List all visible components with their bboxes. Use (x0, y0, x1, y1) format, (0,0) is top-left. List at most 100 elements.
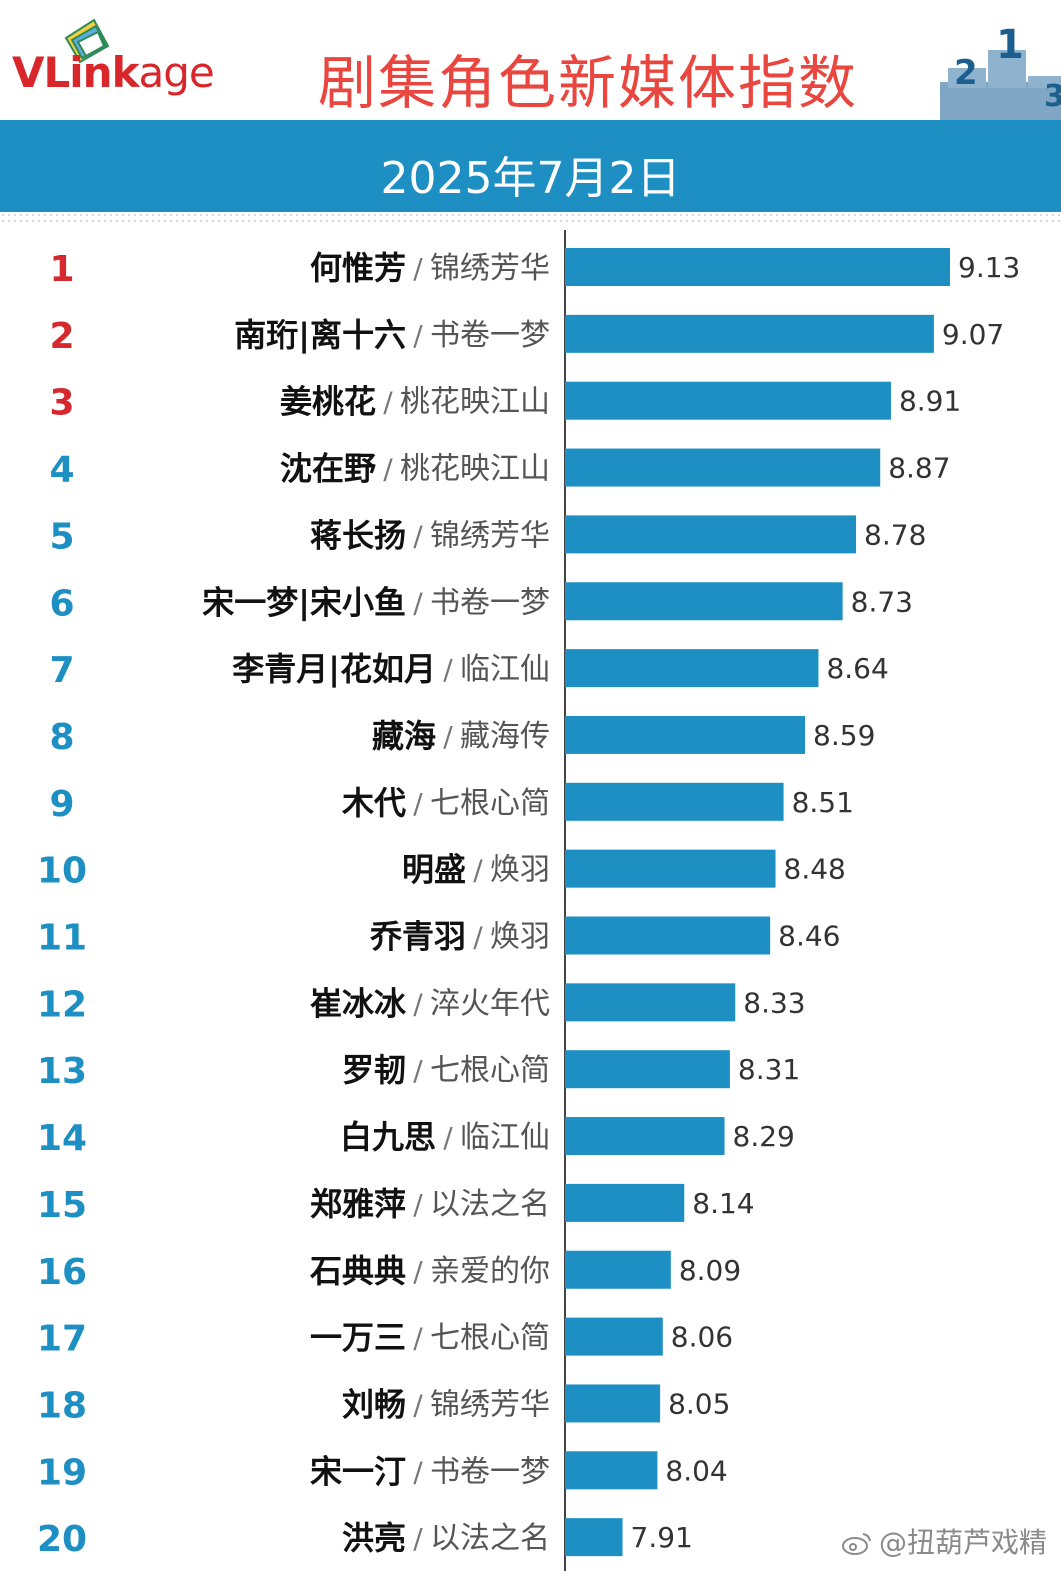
bar (565, 1117, 725, 1156)
show-label: 焕羽 (490, 853, 550, 888)
character-name: 蒋长扬 (310, 516, 406, 554)
show-label: 焕羽 (490, 920, 550, 955)
show-label: 锦绣芳华 (430, 518, 550, 553)
bar (565, 515, 857, 554)
show-label: 锦绣芳华 (430, 251, 550, 286)
character-name: 姜桃花 (280, 383, 376, 421)
ranking-chart: 1 锦绣芳华/何惟芳 9.132 书卷一梦/南珩|离十六 9.073 桃花映江山/姜桃花 8… (37, 230, 1020, 1571)
show-label: 七根心简 (430, 1053, 550, 1088)
character-name: 乔青羽 (370, 918, 466, 956)
show-label: 桃花映江山 (400, 452, 550, 487)
show-label: 七根心简 (430, 1321, 550, 1356)
show-label: 书卷一梦 (430, 318, 550, 353)
rank-label: 1 (49, 249, 74, 290)
rank-label: 16 (37, 1252, 87, 1293)
character-name: 木代 (341, 784, 406, 822)
separator: / (473, 854, 483, 887)
bar (565, 782, 784, 821)
separator: / (413, 987, 423, 1020)
weibo-icon (841, 1533, 871, 1555)
value-label: 8.31 (738, 1053, 800, 1086)
rank-label: 12 (37, 984, 87, 1025)
rank-label: 15 (37, 1185, 87, 1226)
separator: / (443, 1121, 453, 1154)
character-name: 刘畅 (342, 1385, 406, 1423)
rank-label: 3 (49, 383, 74, 424)
date-banner: 2025年7月2日 (0, 120, 1061, 212)
value-label: 8.09 (679, 1254, 741, 1287)
show-label: 锦绣芳华 (430, 1387, 550, 1422)
bar (565, 916, 771, 955)
rank-label: 19 (37, 1452, 87, 1493)
bar (565, 983, 736, 1022)
separator: / (413, 1522, 423, 1555)
separator: / (443, 653, 453, 686)
rank-label: 2 (49, 316, 74, 357)
bar (565, 849, 776, 888)
bar (565, 649, 819, 688)
value-label: 9.13 (958, 251, 1020, 284)
separator: / (413, 519, 423, 552)
character-name: 石典典 (309, 1252, 406, 1290)
rank-label: 18 (37, 1385, 87, 1426)
value-label: 8.51 (792, 786, 854, 819)
bar (565, 1050, 730, 1089)
bar (565, 381, 891, 420)
value-label: 8.05 (668, 1387, 730, 1420)
value-label: 8.04 (665, 1454, 727, 1487)
value-label: 8.06 (671, 1321, 733, 1354)
show-label: 临江仙 (460, 652, 550, 687)
value-label: 9.07 (942, 318, 1004, 351)
show-label: 藏海传 (460, 719, 550, 754)
show-label: 以法之名 (430, 1187, 550, 1222)
value-label: 8.78 (864, 518, 926, 551)
podium-icon: 2 1 3 (940, 22, 1061, 120)
separator: / (413, 319, 423, 352)
value-label: 8.48 (784, 853, 846, 886)
separator: / (413, 787, 423, 820)
rank-label: 5 (49, 516, 74, 557)
bar (565, 1250, 671, 1289)
show-label: 桃花映江山 (400, 385, 550, 420)
bar (565, 248, 950, 286)
character-name: 明盛 (402, 851, 466, 889)
rank-label: 6 (49, 583, 74, 624)
character-name: 崔冰冰 (310, 984, 407, 1022)
character-name: 藏海 (372, 717, 436, 755)
separator: / (473, 921, 483, 954)
separator: / (413, 1188, 423, 1221)
rank-label: 10 (37, 851, 87, 892)
character-name: 白九思 (340, 1118, 436, 1156)
separator: / (413, 1054, 423, 1087)
show-label: 以法之名 (430, 1521, 550, 1556)
rank-label: 14 (37, 1118, 87, 1159)
value-label: 8.87 (888, 452, 950, 485)
character-name: 罗韧 (342, 1051, 406, 1089)
show-label: 临江仙 (460, 1120, 550, 1155)
separator: / (443, 720, 453, 753)
separator: / (413, 586, 423, 619)
separator: / (413, 1455, 423, 1488)
logo-cards-icon (64, 18, 110, 64)
show-label: 亲爱的你 (430, 1254, 550, 1289)
value-label: 8.59 (813, 719, 875, 752)
character-name: 何惟芳 (310, 249, 406, 287)
character-name: 南珩|离十六 (234, 316, 406, 355)
show-label: 书卷一梦 (430, 1454, 550, 1489)
show-label: 书卷一梦 (430, 585, 550, 620)
rank-label: 11 (37, 918, 87, 959)
character-name: 郑雅萍 (310, 1185, 406, 1223)
separator: / (383, 453, 393, 486)
divider (0, 212, 1061, 222)
bar (565, 1518, 623, 1557)
value-label: 8.91 (899, 385, 961, 418)
bar (565, 448, 881, 487)
separator: / (413, 1388, 423, 1421)
rank-label: 7 (49, 650, 74, 691)
rank-label: 17 (37, 1319, 87, 1360)
character-name: 宋一汀 (310, 1452, 406, 1490)
character-name: 宋一梦|宋小鱼 (202, 583, 406, 622)
logo-suffix: age (138, 48, 215, 97)
separator: / (413, 252, 423, 285)
bar (565, 1317, 663, 1356)
